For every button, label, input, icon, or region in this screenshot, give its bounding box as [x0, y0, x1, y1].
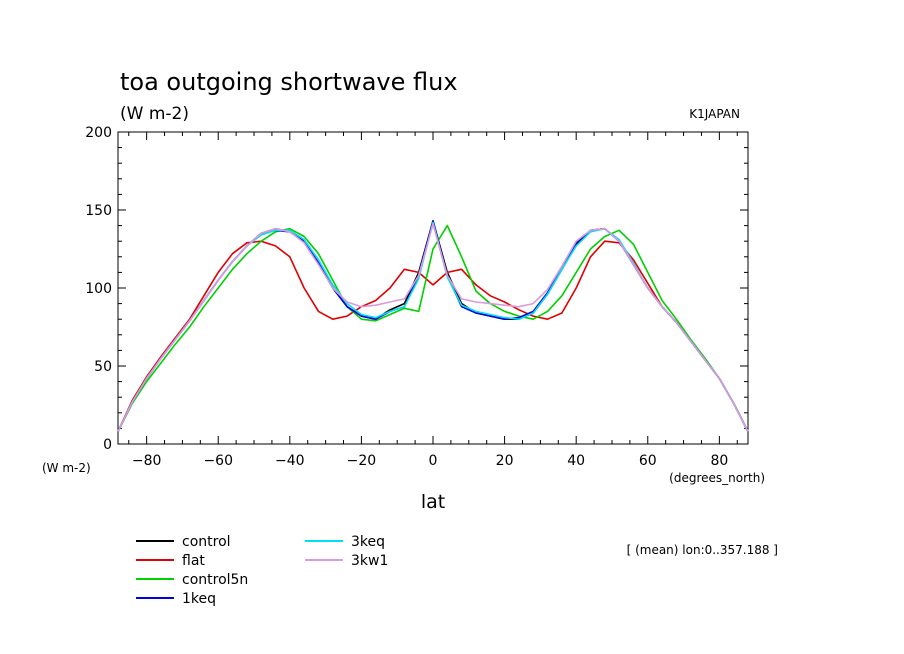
legend-label-flat: flat	[182, 553, 205, 569]
x-axis-units: (degrees_north)	[669, 471, 765, 485]
x-axis: −80 −60 −40 −20 0 20 40 60 80	[128, 132, 738, 469]
legend: control flat control5n 1keq 3keq 3kw1	[136, 534, 388, 607]
x-tick-label: 0	[429, 453, 438, 469]
x-tick-label: 40	[567, 453, 585, 469]
y-axis-units: (W m-2)	[42, 461, 91, 475]
x-tick-label: −80	[132, 453, 162, 469]
x-tick-label: −40	[275, 453, 305, 469]
y-tick-label: 100	[85, 281, 112, 297]
source-label: K1JAPAN	[689, 107, 740, 121]
series-lines	[117, 220, 749, 432]
x-tick-label: −20	[347, 453, 377, 469]
x-tick-label: 20	[496, 453, 514, 469]
series-line-control5n	[117, 224, 749, 432]
y-axis: 0 50 100 150 200	[85, 125, 748, 453]
series-line-flat	[117, 240, 749, 432]
series-line-3keq	[117, 221, 749, 432]
legend-label-3keq: 3keq	[351, 534, 385, 550]
x-tick-label: 80	[710, 453, 728, 469]
chart-subtitle: (W m-2)	[120, 104, 189, 124]
chart-title: toa outgoing shortwave flux	[120, 68, 458, 96]
y-tick-label: 50	[94, 359, 112, 375]
x-tick-label: 60	[639, 453, 657, 469]
mean-note: [ (mean) lon:0..357.188 ]	[627, 543, 778, 557]
legend-label-1keq: 1keq	[182, 591, 216, 607]
y-tick-label: 0	[103, 437, 112, 453]
legend-label-control: control	[182, 534, 231, 550]
y-tick-label: 200	[85, 125, 112, 141]
legend-label-3kw1: 3kw1	[351, 553, 388, 569]
legend-label-control5n: control5n	[182, 572, 248, 588]
x-tick-label: −60	[203, 453, 233, 469]
x-axis-label: lat	[421, 491, 445, 513]
series-line-3kw1	[117, 223, 749, 432]
y-tick-label: 150	[85, 203, 112, 219]
